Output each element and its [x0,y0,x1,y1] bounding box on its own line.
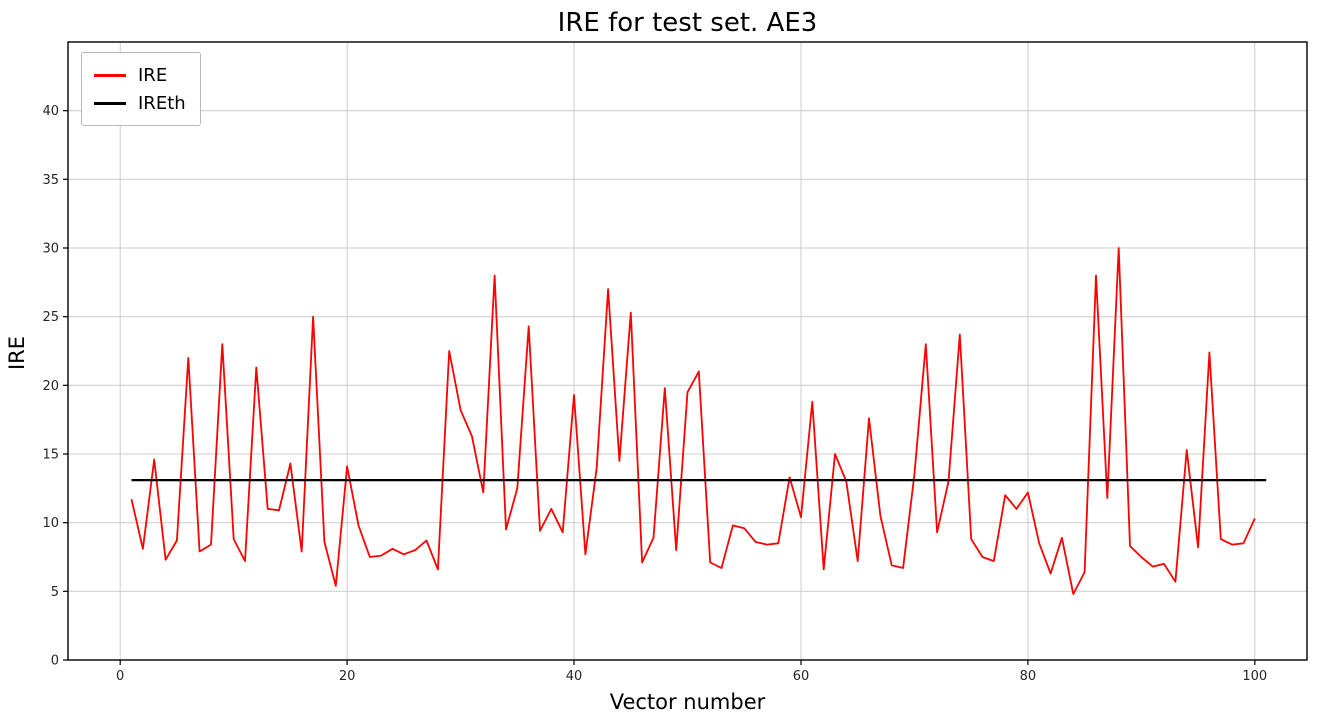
y-axis-label: IRE [5,335,29,371]
svg-text:30: 30 [42,242,59,257]
svg-text:0: 0 [116,669,124,684]
svg-text:5: 5 [51,585,59,600]
ire-line-swatch [94,73,126,77]
svg-text:15: 15 [42,448,59,463]
chart-title: IRE for test set. AE3 [557,8,818,38]
svg-text:0: 0 [51,654,59,669]
svg-text:25: 25 [42,310,59,325]
legend-item-ireth: IREth [94,89,186,117]
legend-label-ire: IRE [138,64,168,86]
chart-legend: IRE IREth [81,52,201,126]
svg-text:100: 100 [1242,669,1267,684]
legend-label-ireth: IREth [138,92,186,114]
svg-text:40: 40 [566,669,583,684]
svg-text:20: 20 [42,379,59,394]
ireth-line-swatch [94,101,126,105]
svg-text:60: 60 [793,669,810,684]
legend-item-ire: IRE [94,61,186,89]
svg-text:20: 20 [339,669,356,684]
svg-text:10: 10 [42,516,59,531]
svg-text:80: 80 [1020,669,1037,684]
svg-text:40: 40 [42,104,59,119]
svg-text:35: 35 [42,173,59,188]
x-axis-label: Vector number [609,690,766,714]
